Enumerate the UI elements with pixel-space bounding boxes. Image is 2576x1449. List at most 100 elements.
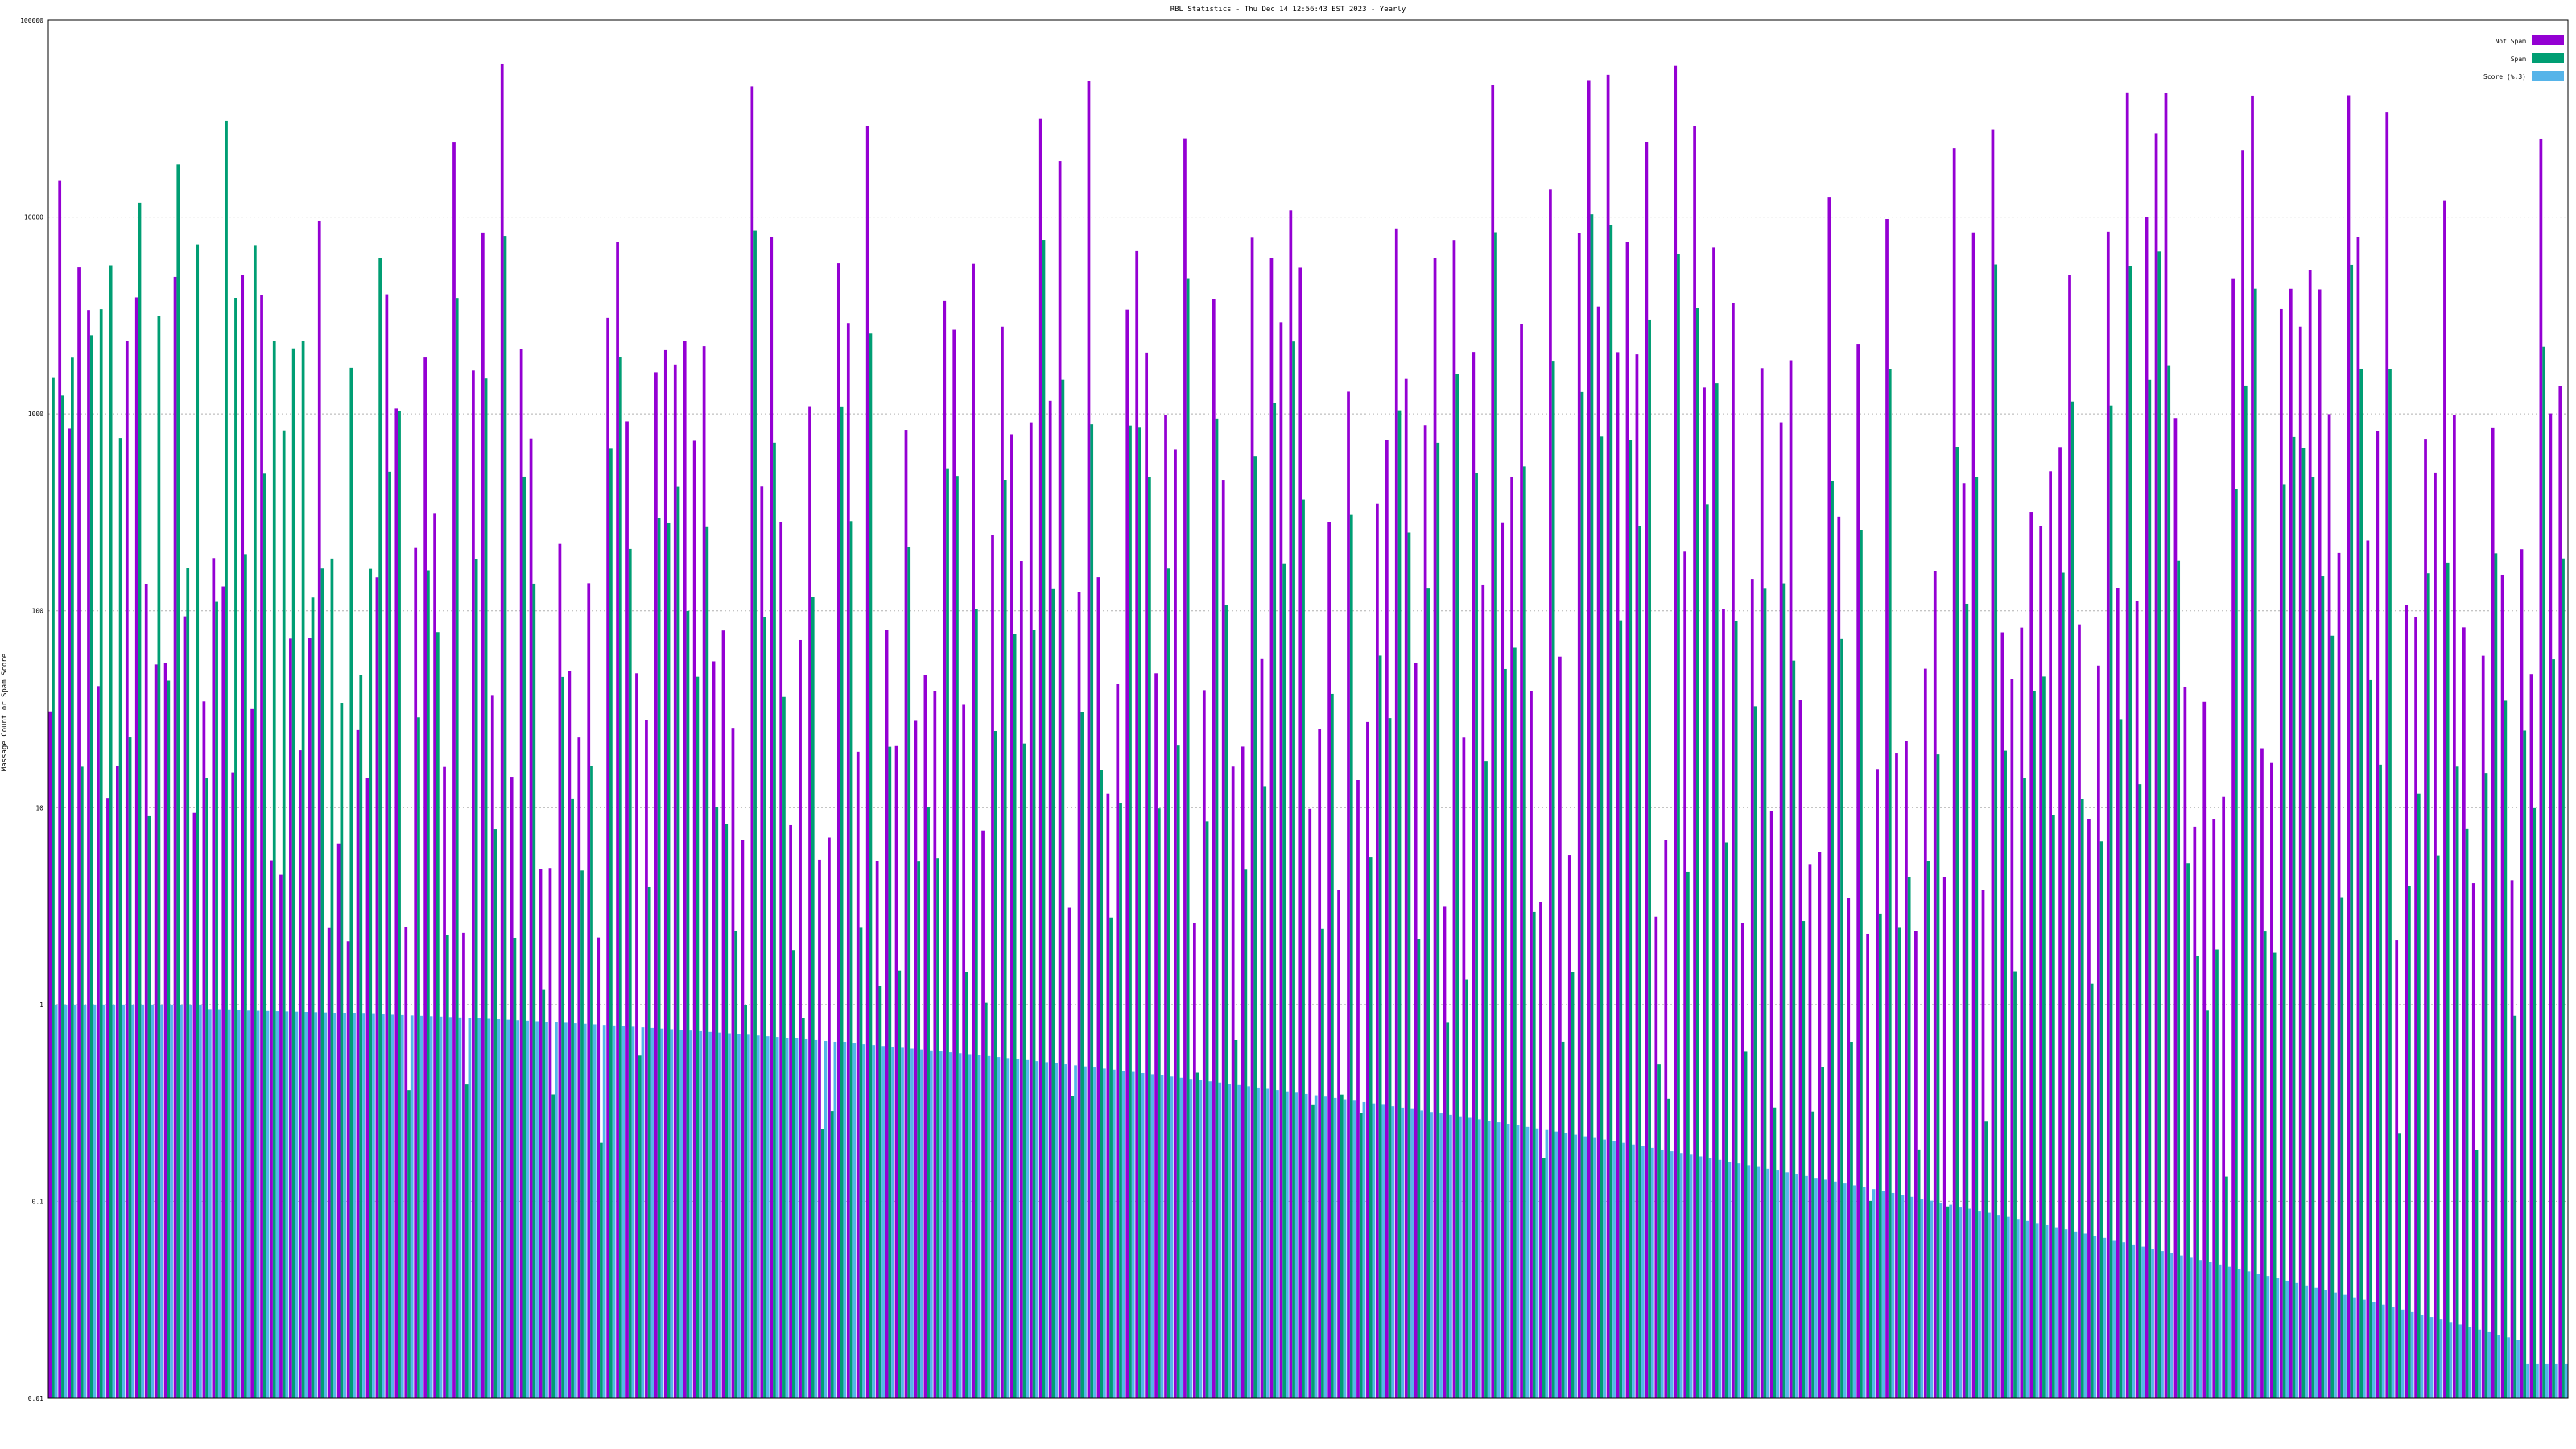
bar-score — [285, 1011, 289, 1398]
bar-not-spam — [741, 840, 745, 1398]
bar-spam — [647, 886, 651, 1398]
bar-score — [2170, 1253, 2174, 1398]
bar-spam — [1657, 1064, 1661, 1398]
bar-spam — [1051, 588, 1055, 1398]
bar-not-spam — [846, 323, 850, 1399]
bar-spam — [715, 807, 719, 1398]
bar-score — [2237, 1269, 2241, 1398]
bar-not-spam — [1443, 906, 1447, 1398]
bar-spam — [1100, 770, 1104, 1398]
bar-score — [256, 1010, 260, 1398]
bar-spam — [1205, 821, 1209, 1398]
bar-score — [2401, 1309, 2405, 1398]
bar-not-spam — [1231, 766, 1235, 1398]
bar-spam — [1850, 1042, 1853, 1398]
bar-not-spam — [1760, 368, 1764, 1398]
bar-score — [1593, 1137, 1597, 1398]
bar-not-spam — [462, 932, 465, 1398]
bar-not-spam — [645, 720, 648, 1398]
bar-score — [1035, 1061, 1039, 1398]
bar-spam — [2167, 365, 2171, 1399]
bar-spam — [1734, 621, 1738, 1398]
bar-score — [1689, 1154, 1693, 1398]
bar-not-spam — [1212, 299, 1216, 1398]
bar-not-spam — [1202, 690, 1206, 1398]
bar-not-spam — [799, 639, 802, 1398]
bar-not-spam — [952, 329, 956, 1398]
bar-score — [1843, 1183, 1847, 1398]
bar-score — [2045, 1224, 2049, 1398]
bar-not-spam — [1472, 352, 1476, 1398]
bar-not-spam — [904, 430, 908, 1398]
bar-spam — [291, 348, 295, 1399]
bar-score — [1247, 1086, 1250, 1398]
bar-spam — [667, 522, 671, 1398]
bar-score — [1055, 1063, 1059, 1398]
bar-score — [477, 1018, 481, 1398]
bar-spam — [2523, 730, 2527, 1398]
bar-score — [1266, 1088, 1269, 1398]
bar-spam — [2369, 679, 2372, 1398]
bar-score — [217, 1009, 221, 1398]
bar-score — [170, 1004, 173, 1398]
bar-spam — [2186, 863, 2190, 1398]
bar-not-spam — [606, 317, 609, 1398]
bar-score — [189, 1004, 192, 1398]
bar-score — [1487, 1121, 1491, 1398]
bar-score — [246, 1010, 250, 1398]
bar-not-spam — [250, 708, 254, 1398]
bar-not-spam — [2491, 427, 2495, 1398]
bar-not-spam — [683, 341, 687, 1399]
bar-score — [1872, 1189, 1876, 1398]
bar-score — [1121, 1071, 1125, 1398]
bar-score — [785, 1038, 789, 1398]
bar-spam — [1003, 480, 1007, 1398]
bar-spam — [118, 438, 122, 1398]
bar-not-spam — [750, 86, 754, 1398]
bar-spam — [2099, 841, 2103, 1398]
bar-not-spam — [1933, 571, 1937, 1398]
bar-not-spam — [1414, 663, 1418, 1398]
bar-spam — [1802, 921, 1806, 1398]
bar-score — [2276, 1278, 2280, 1398]
bar-spam — [830, 1111, 834, 1398]
bar-spam — [436, 632, 440, 1398]
bar-score — [660, 1028, 664, 1398]
bar-score — [929, 1050, 933, 1398]
bar-spam — [340, 703, 344, 1398]
bar-spam — [686, 610, 690, 1398]
bar-spam — [907, 547, 911, 1398]
bar-score — [1343, 1099, 1347, 1398]
bar-score — [2458, 1324, 2462, 1398]
bar-not-spam — [452, 142, 456, 1399]
bar-score — [304, 1012, 308, 1398]
bar-spam — [993, 731, 997, 1398]
bar-not-spam — [1798, 700, 1802, 1398]
bar-not-spam — [2520, 549, 2524, 1398]
y-tick-label: 0.1 — [32, 1198, 44, 1205]
bar-score — [862, 1044, 866, 1398]
bar-not-spam — [1779, 422, 1783, 1398]
bar-spam — [1869, 1200, 1872, 1398]
y-axis-label: Massage Count or Spam Score — [1, 654, 9, 771]
bar-not-spam — [423, 357, 427, 1399]
bar-spam — [99, 309, 103, 1398]
bar-spam — [147, 815, 151, 1398]
bar-spam — [407, 1090, 411, 1398]
bar-not-spam — [1539, 902, 1542, 1398]
bar-spam — [52, 377, 55, 1398]
bar-not-spam — [317, 220, 321, 1399]
bar-not-spam — [1818, 852, 1822, 1398]
bar-score — [2334, 1292, 2337, 1398]
bar-not-spam — [1318, 729, 1322, 1398]
bar-not-spam — [1808, 864, 1812, 1398]
bar-not-spam — [1942, 877, 1946, 1398]
bar-not-spam — [962, 704, 966, 1398]
bar-score — [1949, 1204, 1953, 1398]
bar-score — [2227, 1266, 2231, 1398]
bar-not-spam — [933, 691, 937, 1398]
bar-not-spam — [1385, 440, 1389, 1398]
bar-score — [2256, 1274, 2260, 1398]
bar-not-spam — [1732, 303, 1735, 1398]
bar-spam — [157, 316, 161, 1399]
